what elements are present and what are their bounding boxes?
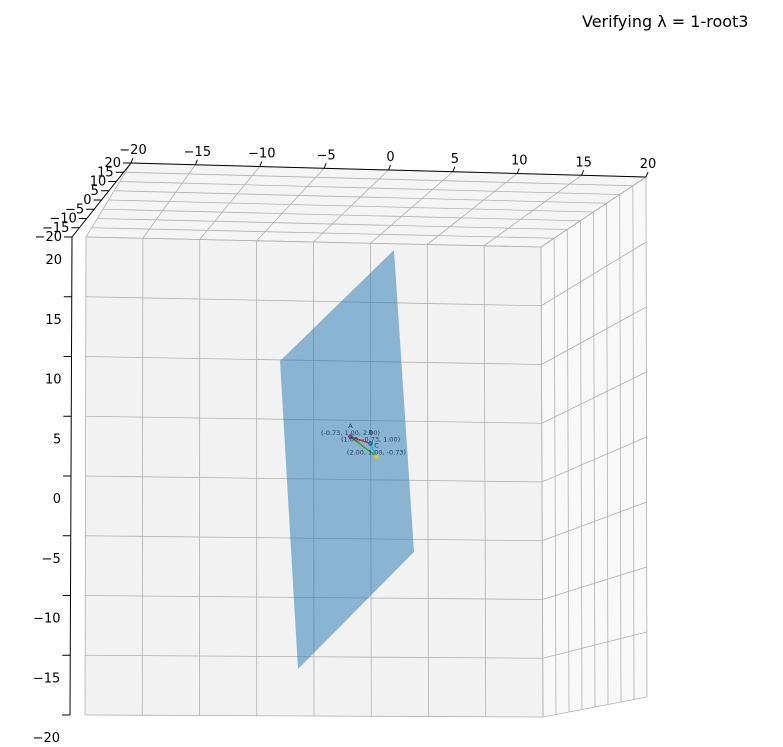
point-name-label: B (368, 429, 372, 437)
grid-line (542, 501, 647, 542)
y-tick-label: −20 (35, 230, 62, 245)
x-tick (645, 171, 649, 178)
edge-AB (350, 436, 371, 445)
z-tick-label: 20 (45, 253, 62, 268)
z-tick-label: 5 (53, 432, 61, 447)
x-tick (452, 166, 456, 172)
z-tick-label: 15 (45, 313, 62, 328)
grid-line (483, 245, 487, 717)
y-tick-label: 5 (91, 184, 99, 199)
grid-line (541, 436, 647, 483)
triangle-points: A(-0.73, 1.00, 2.00)B(1.00, -0.73, 1.00)… (321, 422, 406, 459)
point-A (348, 434, 353, 440)
x-tick-label: −5 (317, 148, 336, 163)
ticks: −202020−151515−101010−5550005−5−510−10−1… (33, 143, 657, 746)
y-tick-label: −10 (49, 212, 76, 227)
x-tick (516, 168, 520, 174)
x-tick-label: −20 (119, 143, 146, 158)
grid-line (542, 696, 648, 718)
grid-line (370, 171, 454, 244)
grid-line (426, 244, 429, 717)
x-tick-label: 5 (451, 152, 459, 167)
x-tick-label: −10 (248, 147, 275, 162)
y-tick-label: −5 (65, 202, 84, 217)
grid-line (540, 176, 647, 248)
x-tick (388, 164, 391, 171)
x-tick (130, 157, 134, 164)
grid-line (85, 236, 542, 248)
z-tick-label: −20 (33, 731, 60, 746)
point-coord-label: (2.00, 1.00, -0.73) (347, 448, 406, 456)
x-tick (323, 163, 327, 169)
x-tick (259, 161, 263, 167)
grid-line (542, 631, 647, 659)
point-coord-label: (1.00, -0.73, 1.00) (341, 436, 400, 444)
grid-line (606, 203, 609, 705)
point-coord-label: (-0.73, 1.00, 2.00) (321, 429, 380, 437)
grid-line (108, 199, 594, 213)
point-name-label: A (348, 422, 353, 430)
grid-line (84, 714, 544, 718)
plot-content: A(-0.73, 1.00, 2.00)B(1.00, -0.73, 1.00)… (280, 250, 414, 669)
x-tick-label: 10 (511, 154, 528, 169)
y-tick-label: 0 (83, 193, 91, 208)
grid-line (483, 174, 582, 247)
grid-line (619, 194, 622, 703)
z-tick-label: 10 (45, 373, 62, 388)
x-tick-label: 15 (575, 155, 592, 170)
grid-line (427, 173, 518, 245)
x-tick-label: 0 (386, 150, 394, 165)
point-C (374, 454, 379, 459)
z-tick-label: −10 (33, 612, 60, 627)
grid-line (540, 246, 544, 718)
grid-line (632, 185, 635, 700)
x-tick (581, 170, 585, 176)
grid-line (97, 218, 568, 230)
z-tick-label: 0 (53, 492, 61, 507)
chart-title: Verifying λ = 1-root3 (582, 12, 748, 31)
y-tick-label: 20 (104, 156, 121, 171)
z-tick-label: −5 (42, 552, 61, 567)
grid-line (85, 654, 543, 659)
x-tick (194, 159, 198, 165)
edge-AC (350, 436, 377, 458)
grid-line (102, 208, 581, 222)
z-tick-label: −15 (33, 671, 60, 686)
grid-line (542, 566, 647, 600)
x-tick-label: −15 (184, 145, 211, 160)
y-tick-label: 15 (97, 165, 114, 180)
point-name-label: C (374, 441, 379, 449)
y-tick-label: −15 (42, 221, 69, 236)
grid-line (91, 227, 555, 239)
y-tick-label: 10 (90, 175, 107, 190)
plane-surface (280, 250, 414, 669)
point-B (368, 441, 373, 446)
grid-line (645, 176, 648, 698)
x-tick-label: 20 (640, 157, 657, 172)
